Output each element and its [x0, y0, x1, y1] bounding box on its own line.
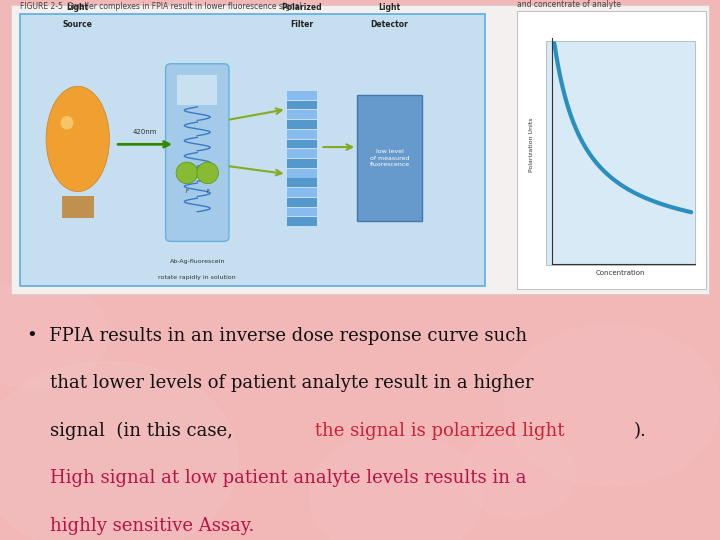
Ellipse shape	[60, 116, 73, 130]
Bar	[287, 218, 317, 226]
Bar	[287, 188, 317, 197]
Circle shape	[0, 362, 238, 540]
Text: rotate rapidly in solution: rotate rapidly in solution	[158, 275, 236, 280]
FancyBboxPatch shape	[11, 5, 709, 294]
Circle shape	[504, 324, 720, 486]
Text: highly sensitive Assay.: highly sensitive Assay.	[27, 517, 255, 535]
FancyBboxPatch shape	[546, 40, 695, 265]
Text: ).: ).	[634, 422, 647, 440]
Ellipse shape	[197, 162, 218, 184]
Text: Concentration: Concentration	[595, 271, 645, 276]
Text: FIGURE 2-6  FPIA results in lower
inverse relationship between signal
and concen: FIGURE 2-6 FPIA results in lower inverse…	[517, 0, 654, 9]
Text: Source: Source	[63, 19, 93, 29]
Text: Ab-Ag-fluorescein: Ab-Ag-fluorescein	[170, 259, 225, 264]
Text: the signal is polarized light: the signal is polarized light	[309, 422, 564, 440]
Text: Polarized: Polarized	[282, 3, 322, 12]
Bar	[287, 110, 317, 119]
Bar	[287, 149, 317, 158]
Text: 420nm: 420nm	[132, 129, 158, 134]
Text: signal  (in this case, the signal is polarized light).: signal (in this case, the signal is pola…	[27, 422, 502, 440]
Text: signal  (in this case,: signal (in this case,	[27, 422, 233, 440]
Circle shape	[461, 432, 576, 518]
Text: High signal at low patient analyte levels results in a: High signal at low patient analyte level…	[27, 469, 527, 487]
Text: low level
of measured
fluorescence: low level of measured fluorescence	[369, 149, 410, 167]
Text: F: F	[185, 190, 189, 194]
Bar	[287, 159, 317, 168]
Ellipse shape	[46, 86, 109, 192]
Text: Light: Light	[379, 3, 400, 12]
Bar	[287, 208, 317, 217]
Bar	[287, 130, 317, 139]
FancyBboxPatch shape	[20, 14, 485, 286]
Text: Polarization Units: Polarization Units	[529, 117, 534, 172]
Text: FIGURE 2-5  Smaller complexes in FPIA result in lower fluorescence signal: FIGURE 2-5 Smaller complexes in FPIA res…	[20, 2, 302, 11]
Text: F: F	[206, 190, 210, 194]
Text: •  FPIA results in an inverse dose response curve such: • FPIA results in an inverse dose respon…	[27, 327, 528, 345]
Text: that lower levels of patient analyte result in a higher: that lower levels of patient analyte res…	[27, 374, 534, 392]
FancyBboxPatch shape	[517, 11, 706, 289]
FancyBboxPatch shape	[357, 96, 422, 221]
FancyBboxPatch shape	[166, 64, 229, 241]
Text: Detector: Detector	[371, 19, 408, 29]
Bar	[287, 120, 317, 129]
Text: Filter: Filter	[290, 19, 313, 29]
Text: Light: Light	[67, 3, 89, 12]
Bar	[287, 179, 317, 187]
Bar	[287, 198, 317, 207]
Bar	[287, 91, 317, 99]
FancyBboxPatch shape	[177, 75, 217, 105]
FancyBboxPatch shape	[62, 197, 94, 218]
Bar	[287, 139, 317, 148]
Bar	[287, 168, 317, 178]
Circle shape	[310, 432, 482, 540]
Circle shape	[0, 281, 108, 389]
Bar	[287, 100, 317, 109]
Ellipse shape	[176, 162, 198, 184]
